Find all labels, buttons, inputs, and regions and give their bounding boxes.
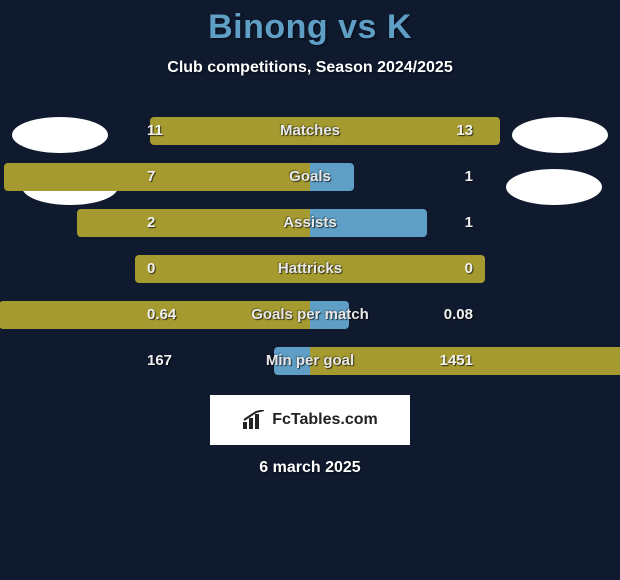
infographic-root: Binong vs K Club competitions, Season 20… (0, 0, 620, 580)
subtitle: Club competitions, Season 2024/2025 (0, 59, 620, 77)
stat-row: Matches1113 (135, 117, 485, 145)
fctables-icon (242, 410, 266, 430)
bar-right (310, 255, 485, 283)
stat-value-right: 1 (465, 163, 473, 191)
stat-row: Goals per match0.640.08 (135, 301, 485, 329)
bar-left (4, 163, 310, 191)
stat-row: Hattricks00 (135, 255, 485, 283)
bar-left (77, 209, 310, 237)
page-title: Binong vs K (0, 8, 620, 47)
bar-right (310, 163, 354, 191)
bar-right (310, 117, 500, 145)
stat-row: Assists21 (135, 209, 485, 237)
stats-chart: Matches1113 Goals71 Assists21 Hattricks00 Go… (0, 117, 620, 375)
stat-row: Goals71 (135, 163, 485, 191)
team-b-logo-alt (506, 169, 602, 205)
stat-value-left: 167 (147, 347, 172, 375)
stat-value-right: 0.08 (444, 301, 473, 329)
stat-value-right: 1 (465, 209, 473, 237)
team-b-logo (512, 117, 608, 153)
bar-right (310, 301, 349, 329)
bar-left (150, 117, 310, 145)
bar-right (310, 209, 427, 237)
stat-row: Min per goal1671451 (135, 347, 485, 375)
bar-left (0, 301, 310, 329)
bar-left (135, 255, 310, 283)
footer-brand-text: FcTables.com (272, 411, 378, 429)
bar-right (310, 347, 620, 375)
bar-left (274, 347, 310, 375)
date-text: 6 march 2025 (0, 459, 620, 477)
stat-rows-container: Matches1113 Goals71 Assists21 Hattricks00 Go… (0, 117, 620, 375)
footer-badge[interactable]: FcTables.com (210, 395, 410, 445)
team-a-logo (12, 117, 108, 153)
